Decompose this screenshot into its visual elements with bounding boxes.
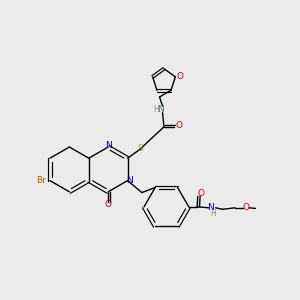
Text: N: N: [126, 176, 132, 185]
Text: O: O: [175, 122, 182, 130]
Text: N: N: [105, 141, 112, 150]
Text: O: O: [177, 72, 184, 81]
Text: S: S: [137, 144, 143, 153]
Text: N: N: [157, 105, 164, 114]
Text: N: N: [208, 203, 214, 212]
Text: O: O: [105, 200, 112, 209]
Text: H: H: [210, 209, 215, 218]
Text: H: H: [153, 105, 159, 114]
Text: O: O: [197, 189, 204, 198]
Text: O: O: [242, 203, 249, 212]
Text: Br: Br: [36, 176, 46, 185]
